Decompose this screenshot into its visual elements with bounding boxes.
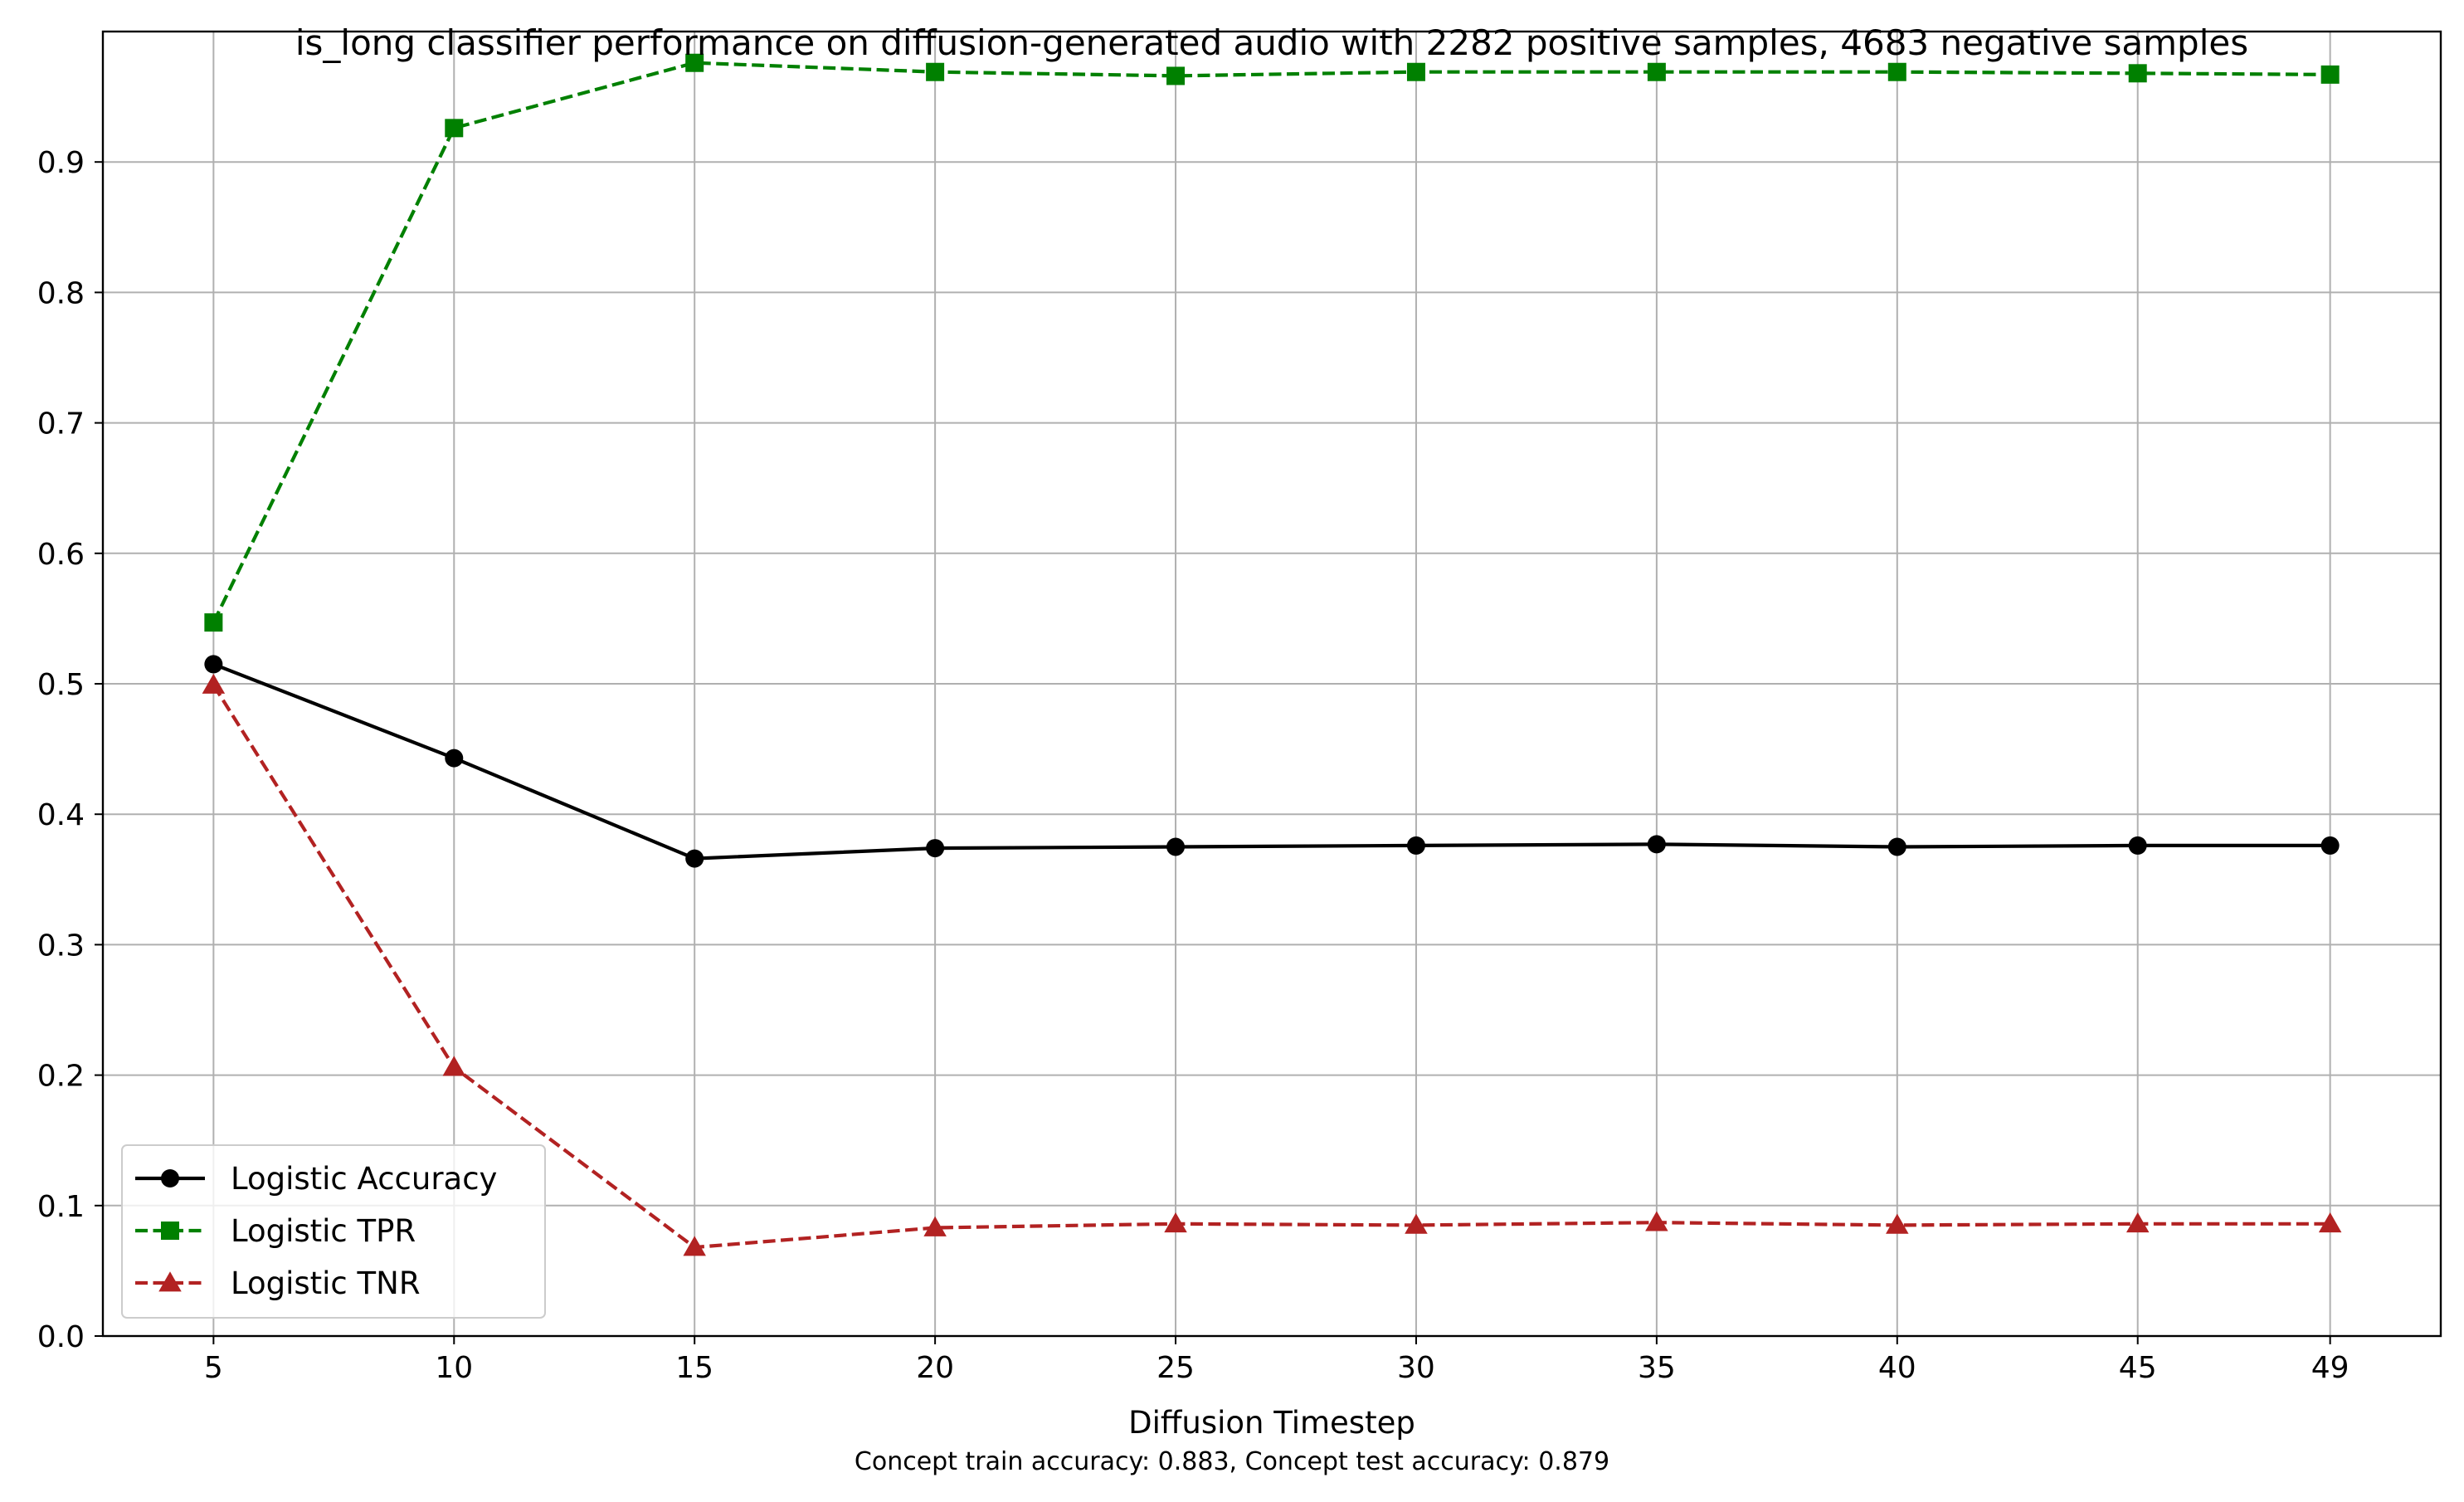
series-logistic-tpr [204,53,2340,632]
data-point-logistic-tnr [1405,1213,1428,1234]
data-point-logistic-accuracy [926,839,945,858]
x-tick-label: 5 [204,1351,223,1385]
x-tick-label: 49 [2311,1351,2350,1385]
series-layer [202,53,2342,1256]
data-point-logistic-tpr [1647,62,1666,81]
y-tick-label: 0.3 [37,929,85,963]
y-tick-label: 0.1 [37,1190,85,1224]
y-tick-label: 0.8 [37,276,85,310]
data-point-logistic-accuracy [1406,836,1425,855]
data-point-logistic-tnr [442,1056,466,1076]
x-tick-label: 15 [675,1351,713,1385]
data-point-logistic-tnr [2318,1212,2342,1233]
data-point-logistic-tpr [445,119,464,138]
data-point-logistic-tnr [1645,1211,1668,1231]
chart-subtitle: Concept train accuracy: 0.883, Concept t… [855,1447,1609,1476]
data-point-logistic-accuracy [2320,836,2340,855]
data-point-logistic-tnr [683,1236,706,1256]
data-point-logistic-tnr [1886,1213,1909,1234]
data-point-logistic-tpr [1166,66,1186,85]
legend-label-logistic-tpr: Logistic TPR [231,1213,416,1249]
y-tick-label: 0.9 [37,146,85,180]
x-tick-label: 25 [1157,1351,1195,1385]
y-tick-label: 0.2 [37,1060,85,1094]
legend: Logistic Accuracy Logistic TPR Logistic TN… [121,1144,546,1319]
data-point-logistic-tnr [923,1216,947,1236]
x-tick-label: 10 [435,1351,473,1385]
legend-marker-logistic-tpr [161,1222,179,1240]
y-tick-label: 0.4 [37,798,85,832]
data-point-logistic-accuracy [2128,836,2147,855]
axis-ticks: 5 10 15 20 25 30 35 40 45 49 0.0 0.1 0.2 0.3 0.4 0.5 0.6… [37,146,2350,1385]
legend-label-logistic-accuracy: Logistic Accuracy [231,1161,497,1197]
series-logistic-accuracy [204,655,2340,868]
data-point-logistic-tpr [1406,62,1425,81]
legend-label-logistic-tnr: Logistic TNR [231,1265,421,1301]
data-point-logistic-accuracy [685,849,704,868]
data-point-logistic-tpr [1887,62,1906,81]
x-axis-label: Diffusion Timestep [1128,1405,1415,1441]
data-point-logistic-accuracy [1887,837,1906,856]
data-point-logistic-tpr [685,53,704,72]
data-point-logistic-tpr [204,613,223,632]
series-line-logistic-accuracy [212,662,2330,861]
data-point-logistic-tnr [2126,1212,2150,1233]
x-tick-label: 35 [1638,1351,1676,1385]
y-tick-label: 0.0 [37,1320,85,1354]
series-line-logistic-tnr [212,684,2330,1250]
data-point-logistic-accuracy [1647,835,1666,854]
x-tick-label: 20 [916,1351,954,1385]
y-tick-label: 0.5 [37,668,85,702]
data-point-logistic-accuracy [1166,837,1186,856]
legend-marker-logistic-accuracy [161,1169,179,1187]
data-point-logistic-tpr [2320,65,2340,84]
legend-marker-logistic-tnr [158,1271,182,1292]
chart-title: is_long classifier performance on diffus… [295,22,2248,63]
data-point-logistic-tpr [2128,64,2147,83]
data-point-logistic-tnr [1164,1212,1187,1233]
y-tick-label: 0.7 [37,407,85,441]
x-tick-label: 40 [1878,1351,1916,1385]
legend-box [121,1144,546,1319]
data-point-logistic-accuracy [445,749,464,768]
data-point-logistic-tpr [926,62,945,81]
x-tick-label: 45 [2119,1351,2157,1385]
series-line-logistic-tpr [212,61,2330,624]
x-tick-label: 30 [1397,1351,1435,1385]
data-point-logistic-tnr [202,673,226,694]
series-logistic-tnr [202,673,2342,1256]
data-point-logistic-accuracy [204,655,223,674]
y-tick-label: 0.6 [37,538,85,572]
